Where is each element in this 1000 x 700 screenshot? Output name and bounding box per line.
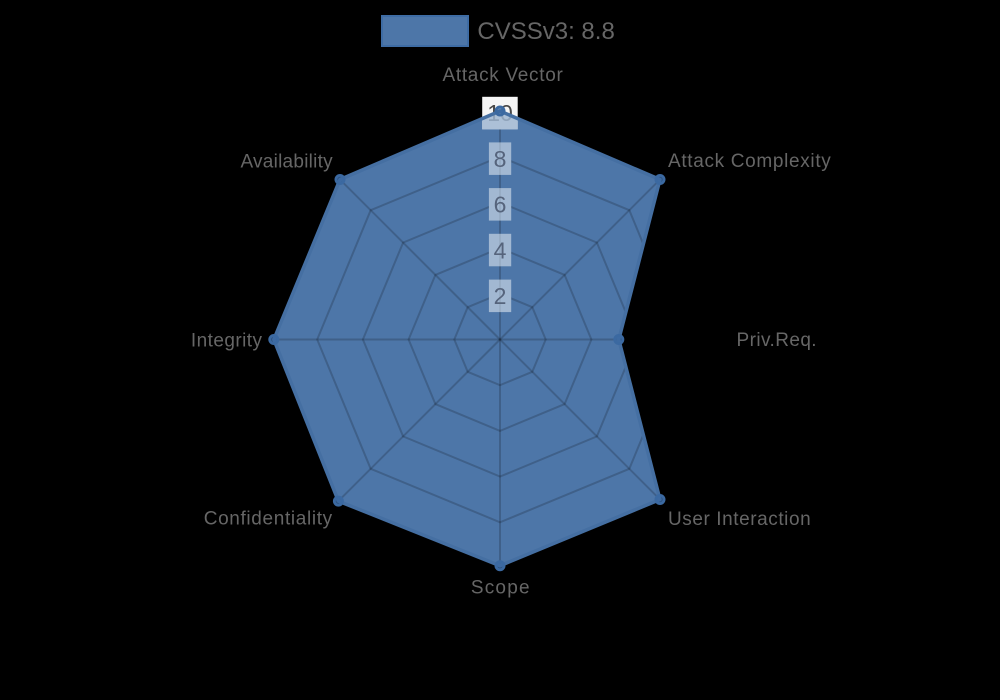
svg-text:Priv.Req.: Priv.Req. [737, 330, 818, 351]
svg-text:Integrity: Integrity [191, 331, 263, 352]
svg-text:8: 8 [494, 146, 507, 172]
svg-text:2: 2 [494, 283, 507, 309]
svg-text:4: 4 [494, 237, 507, 263]
svg-text:Availability: Availability [240, 152, 333, 173]
svg-text:Attack Vector: Attack Vector [442, 65, 563, 86]
svg-text:Scope: Scope [471, 577, 531, 598]
svg-text:Confidentiality: Confidentiality [204, 509, 333, 530]
svg-text:Attack Complexity: Attack Complexity [668, 151, 831, 172]
svg-text:CVSSv3: 8.8: CVSSv3: 8.8 [477, 18, 614, 45]
svg-text:6: 6 [494, 192, 507, 218]
svg-text:User Interaction: User Interaction [668, 509, 811, 530]
